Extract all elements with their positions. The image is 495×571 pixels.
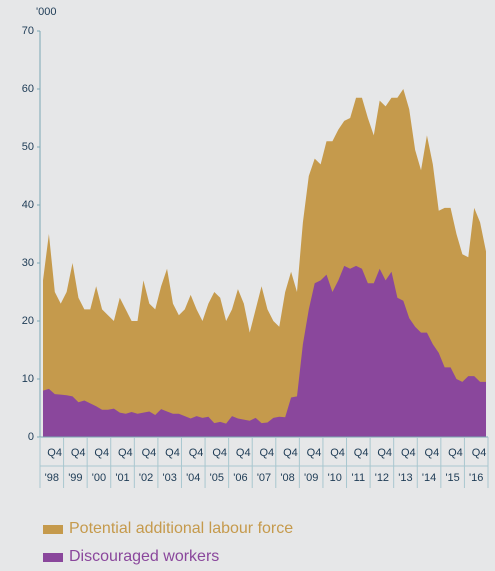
year-label: '09 (304, 472, 318, 484)
y-tick-label: 40 (22, 199, 34, 211)
x-tick-label: Q4 (307, 447, 322, 459)
year-label: '04 (186, 472, 200, 484)
legend-swatch (43, 553, 63, 562)
year-label: '08 (280, 472, 294, 484)
year-label: '01 (115, 472, 129, 484)
year-label: '16 (469, 472, 483, 484)
year-label: '00 (92, 472, 106, 484)
year-label: '05 (210, 472, 224, 484)
x-tick-label: Q4 (118, 447, 133, 459)
y-tick-label: 20 (22, 315, 34, 327)
y-tick-label: 70 (22, 25, 34, 37)
x-tick-label: Q4 (330, 447, 345, 459)
y-tick-label: 60 (22, 83, 34, 95)
x-tick-label: Q4 (212, 447, 227, 459)
unit-label: '000 (36, 6, 56, 18)
x-tick-label: Q4 (94, 447, 109, 459)
x-tick-label: Q4 (165, 447, 180, 459)
x-tick-label: Q4 (448, 447, 463, 459)
year-label: '02 (139, 472, 153, 484)
x-tick-label: Q4 (47, 447, 62, 459)
y-tick-label: 10 (22, 373, 34, 385)
area (43, 265, 486, 437)
year-label: '06 (233, 472, 247, 484)
x-tick-label: Q4 (377, 447, 392, 459)
y-tick-label: 0 (28, 431, 34, 443)
x-tick-label: Q4 (71, 447, 86, 459)
y-tick-label: 30 (22, 257, 34, 269)
legend-label: Discouraged workers (69, 548, 219, 565)
year-label: '13 (398, 472, 412, 484)
year-label: '99 (68, 472, 82, 484)
x-tick-label: Q4 (472, 447, 487, 459)
x-tick-label: Q4 (189, 447, 204, 459)
year-label: '03 (163, 472, 177, 484)
x-tick-label: Q4 (259, 447, 274, 459)
year-label: '07 (257, 472, 271, 484)
x-tick-label: Q4 (425, 447, 440, 459)
y-tick-label: 50 (22, 141, 34, 153)
x-tick-label: Q4 (354, 447, 369, 459)
year-label: '12 (375, 472, 389, 484)
year-label: '10 (328, 472, 342, 484)
legend-swatch (43, 525, 63, 534)
x-tick-label: Q4 (401, 447, 416, 459)
year-label: '11 (352, 472, 366, 484)
legend-label: Potential additional labour force (69, 520, 293, 537)
year-label: '14 (422, 472, 436, 484)
year-label: '98 (45, 472, 59, 484)
x-tick-label: Q4 (283, 447, 298, 459)
x-tick-label: Q4 (142, 447, 157, 459)
x-tick-label: Q4 (236, 447, 251, 459)
year-label: '15 (445, 472, 459, 484)
